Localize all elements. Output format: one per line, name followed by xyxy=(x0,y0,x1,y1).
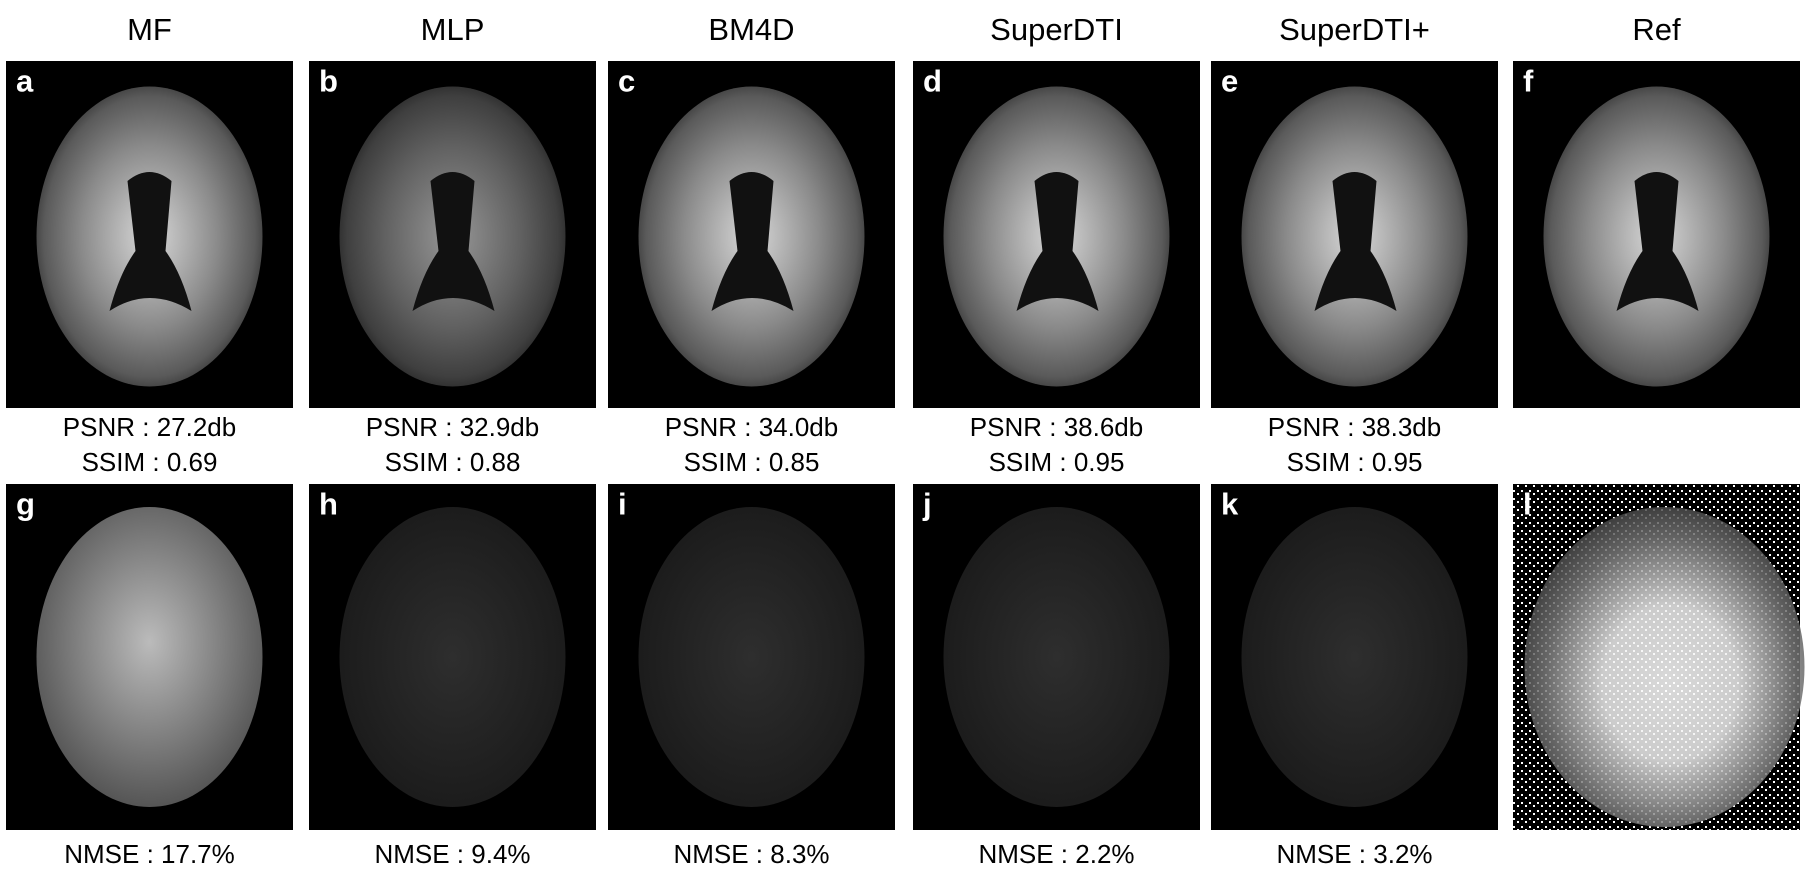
ventricles xyxy=(109,172,192,311)
column-title: MLP xyxy=(421,12,485,47)
panel-letter: h xyxy=(319,486,338,521)
ventricles xyxy=(1314,172,1397,311)
column-title: MF xyxy=(127,12,172,47)
ventricles xyxy=(711,172,794,311)
psnr-label: PSNR : 34.0db xyxy=(665,412,838,442)
panel-letter: j xyxy=(922,486,932,521)
column-title: SuperDTI xyxy=(990,12,1123,47)
column-title: BM4D xyxy=(708,12,794,47)
nmse-label: NMSE : 2.2% xyxy=(978,839,1134,869)
ssim-label: SSIM : 0.69 xyxy=(82,447,218,477)
nmse-label: NMSE : 9.4% xyxy=(374,839,530,869)
psnr-label: PSNR : 32.9db xyxy=(366,412,539,442)
panel-letter: e xyxy=(1221,63,1238,98)
panel-letter: k xyxy=(1221,486,1239,521)
panel-letter: a xyxy=(16,63,34,98)
column-title: Ref xyxy=(1632,12,1681,47)
panel-letter: l xyxy=(1523,486,1532,521)
panel-letter: d xyxy=(923,63,942,98)
ventricles xyxy=(1616,172,1699,311)
error-map xyxy=(36,507,263,807)
panel-letter: b xyxy=(319,63,338,98)
panel-letter: c xyxy=(618,63,635,98)
ssim-label: SSIM : 0.85 xyxy=(684,447,820,477)
error-map xyxy=(1241,507,1468,807)
psnr-label: PSNR : 27.2db xyxy=(63,412,236,442)
column-title: SuperDTI+ xyxy=(1279,12,1430,47)
ventricles xyxy=(1016,172,1099,311)
ssim-label: SSIM : 0.88 xyxy=(385,447,521,477)
panel-letter: f xyxy=(1523,63,1534,98)
ssim-label: SSIM : 0.95 xyxy=(989,447,1125,477)
nmse-label: NMSE : 17.7% xyxy=(64,839,235,869)
panel-letter: g xyxy=(16,486,35,521)
psnr-label: PSNR : 38.6db xyxy=(970,412,1143,442)
mask-image xyxy=(1524,507,1805,827)
panel-letter: i xyxy=(618,486,627,521)
ventricles xyxy=(412,172,495,311)
error-map xyxy=(339,507,566,807)
nmse-label: NMSE : 3.2% xyxy=(1276,839,1432,869)
ssim-label: SSIM : 0.95 xyxy=(1287,447,1423,477)
error-map xyxy=(943,507,1170,807)
nmse-label: NMSE : 8.3% xyxy=(673,839,829,869)
error-map xyxy=(638,507,865,807)
psnr-label: PSNR : 38.3db xyxy=(1268,412,1441,442)
